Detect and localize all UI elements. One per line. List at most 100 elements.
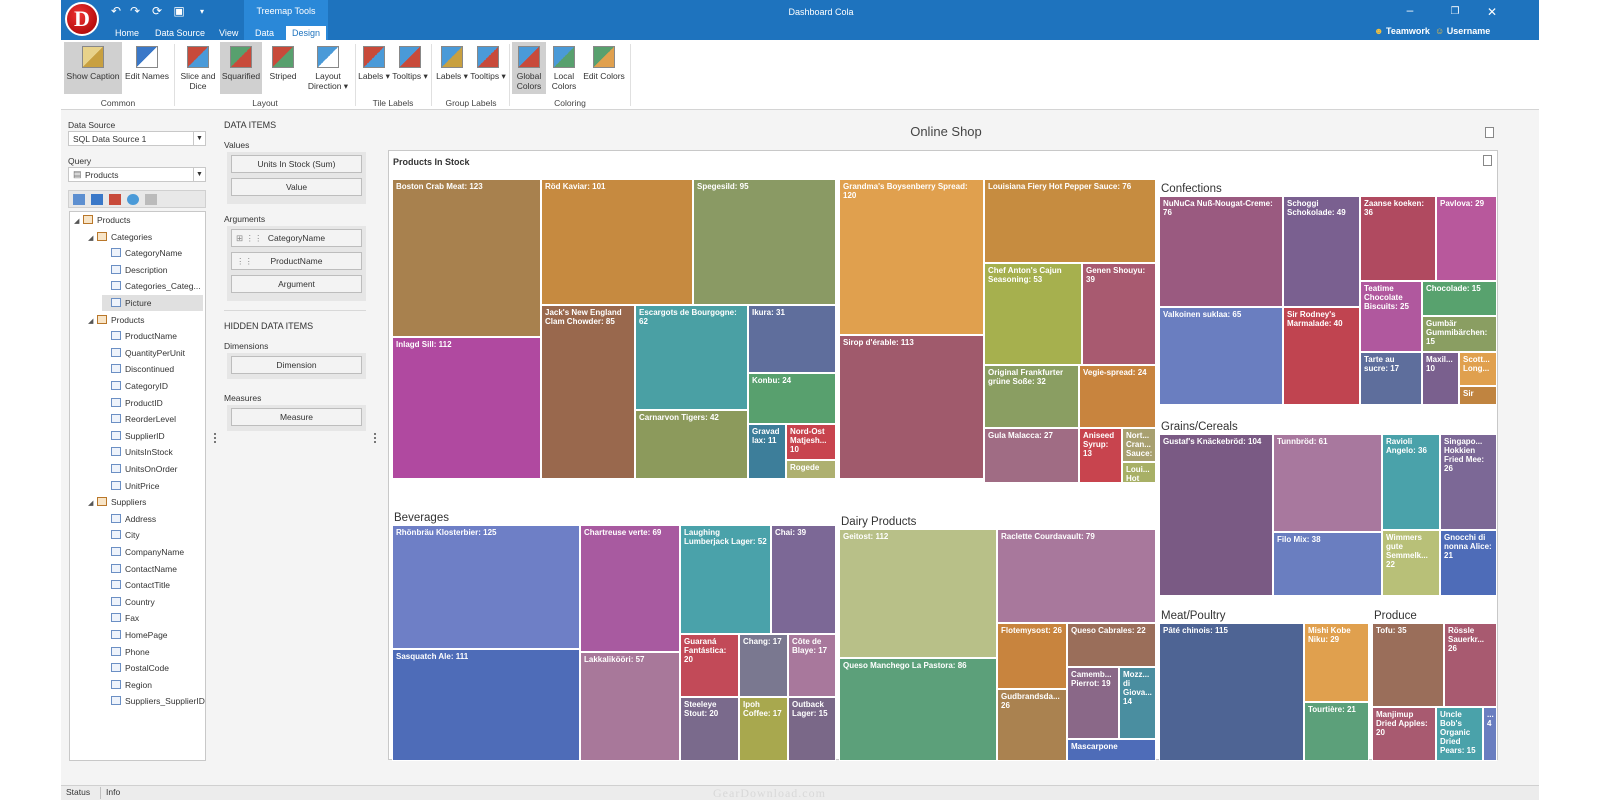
tree-item[interactable]: Region <box>102 677 203 693</box>
tree-item[interactable]: ◢ Categories <box>88 229 203 245</box>
tile-tooltips-button[interactable]: Tooltips ▾ <box>392 42 428 94</box>
export-icon[interactable] <box>1483 155 1492 166</box>
settings-icon[interactable] <box>145 194 157 205</box>
treemap-tile[interactable]: Raclette Courdavault: 79 <box>997 529 1156 623</box>
treemap-tile[interactable]: Rogede <box>786 460 836 479</box>
tree-item[interactable]: Description <box>102 262 203 278</box>
treemap-tile[interactable]: Sirop d'érable: 113 <box>839 335 984 479</box>
tree-item[interactable]: CategoryName <box>102 245 203 261</box>
treemap-tile[interactable]: Original Frankfurter grüne Soße: 32 <box>984 365 1079 428</box>
treemap-tile[interactable]: Mozz... di Giova... 14 <box>1119 667 1156 739</box>
edit-colors-button[interactable]: Edit Colors <box>582 42 626 94</box>
tree-item[interactable]: CategoryID <box>102 378 203 394</box>
tab-home[interactable]: Home <box>115 28 140 38</box>
treemap-tile[interactable]: Pâté chinois: 115 <box>1159 623 1304 761</box>
treemap-tile[interactable]: Carnarvon Tigers: 42 <box>635 410 748 479</box>
treemap-tile[interactable]: Boston Crab Meat: 123 <box>392 179 541 337</box>
tab-view[interactable]: View <box>219 28 239 38</box>
treemap-tile[interactable]: Guaraná Fantástica: 20 <box>680 634 739 697</box>
treemap-tile[interactable]: Tunnbröd: 61 <box>1273 434 1382 532</box>
expand-arrow-icon[interactable]: ◢ <box>88 500 94 508</box>
treemap-tile[interactable]: Chai: 39 <box>771 525 836 634</box>
tree-item[interactable]: ◢ Suppliers <box>88 494 203 510</box>
tree-item[interactable]: ProductName <box>102 328 203 344</box>
treemap-tile[interactable]: Nort... Cran... Sauce: <box>1122 428 1156 462</box>
show-caption-button[interactable]: Show Caption <box>64 42 122 94</box>
tree-item[interactable]: CompanyName <box>102 544 203 560</box>
tree-item[interactable]: SupplierID <box>102 428 203 444</box>
argument-placeholder[interactable]: Argument <box>231 275 362 293</box>
group-labels-button[interactable]: Labels ▾ <box>435 42 469 94</box>
panel-splitter[interactable] <box>374 433 376 443</box>
treemap-tile[interactable]: Teatime Chocolate Biscuits: 25 <box>1360 281 1422 352</box>
layout-direction-button[interactable]: Layout Direction ▾ <box>304 42 352 94</box>
treemap-tile[interactable]: Pavlova: 29 <box>1436 196 1497 281</box>
close-icon[interactable]: ✕ <box>1486 5 1498 19</box>
treemap-tile[interactable]: Gumbär Gummibärchen: 15 <box>1422 316 1497 352</box>
treemap-tile[interactable]: Genen Shouyu: 39 <box>1082 263 1156 365</box>
argument-item-productname[interactable]: ⋮⋮ ProductName <box>231 252 362 270</box>
treemap-tile[interactable]: Singapo... Hokkien Fried Mee: 26 <box>1440 434 1497 530</box>
treemap-tile[interactable]: Röd Kaviar: 101 <box>541 179 693 305</box>
tab-data-source[interactable]: Data Source <box>155 28 206 38</box>
treemap-tile[interactable]: Chef Anton's Cajun Seasoning: 53 <box>984 263 1082 365</box>
treemap-tile[interactable]: Queso Cabrales: 22 <box>1067 623 1156 667</box>
treemap-tile[interactable]: Jack's New England Clam Chowder: 85 <box>541 305 635 479</box>
tree-item[interactable]: UnitPrice <box>102 478 203 494</box>
username-button[interactable]: ☺ Username <box>1435 26 1491 36</box>
treemap-tile[interactable]: Vegie-spread: 24 <box>1079 365 1156 428</box>
export-icon[interactable] <box>1485 127 1494 138</box>
tree-item[interactable]: ◢ Products <box>88 312 203 328</box>
minimize-icon[interactable]: – <box>1406 3 1414 17</box>
treemap-tile[interactable]: Gnocchi di nonna Alice: 21 <box>1440 530 1497 596</box>
treemap-tile[interactable]: Steeleye Stout: 20 <box>680 697 739 761</box>
treemap-tile[interactable]: Chang: 17 <box>739 634 788 697</box>
treemap-tile[interactable]: Côte de Blaye: 17 <box>788 634 836 697</box>
refresh-icon[interactable]: ⟳ <box>151 4 163 18</box>
treemap-tile[interactable]: Gustaf's Knäckebröd: 104 <box>1159 434 1273 596</box>
argument-item-categoryname[interactable]: ⊞ ⋮⋮ CategoryName <box>231 229 362 247</box>
tree-item[interactable]: ProductID <box>102 395 203 411</box>
tree-item[interactable]: PostalCode <box>102 660 203 676</box>
tree-item[interactable]: UnitsInStock <box>102 444 203 460</box>
treemap-tile[interactable]: Nord-Ost Matjesh... 10 <box>786 424 836 460</box>
chevron-down-icon[interactable]: ▼ <box>193 168 205 181</box>
panel-splitter[interactable] <box>214 433 216 443</box>
tab-design[interactable]: Design <box>286 26 327 40</box>
treemap-tile[interactable]: Outback Lager: 15 <box>788 697 836 761</box>
refresh-fields-icon[interactable] <box>127 194 139 205</box>
tree-item[interactable]: ◢ Products <box>74 212 203 228</box>
status-tab[interactable]: Status <box>66 787 91 797</box>
treemap-tile[interactable]: Manjimup Dried Apples: 20 <box>1372 707 1436 761</box>
treemap-tile[interactable]: Spegesild: 95 <box>693 179 836 305</box>
chevron-down-icon[interactable]: ▼ <box>193 132 205 145</box>
treemap-tile[interactable]: Gravad lax: 11 <box>748 424 786 479</box>
treemap-tile[interactable]: Queso Manchego La Pastora: 86 <box>839 658 997 761</box>
measure-placeholder[interactable]: Measure <box>231 408 362 426</box>
treemap-tile[interactable]: Loui... Hot <box>1122 462 1156 483</box>
slice-dice-button[interactable]: Slice and Dice <box>177 42 219 94</box>
redo-icon[interactable]: ↷ <box>129 4 141 18</box>
treemap-tile[interactable]: Filo Mix: 38 <box>1273 532 1382 596</box>
teamwork-button[interactable]: ☻ Teamwork <box>1374 26 1430 36</box>
tree-item[interactable]: City <box>102 527 203 543</box>
expand-arrow-icon[interactable]: ◢ <box>88 234 94 242</box>
edit-names-button[interactable]: Edit Names <box>123 42 171 94</box>
treemap-tile[interactable]: Wimmers gute Semmelk... 22 <box>1382 530 1440 596</box>
treemap-tile[interactable]: Tourtière: 21 <box>1304 702 1369 761</box>
restore-icon[interactable]: ❐ <box>1450 6 1460 17</box>
tree-item[interactable]: Country <box>102 594 203 610</box>
treemap-tile[interactable]: Rössle Sauerkr... 26 <box>1444 623 1497 707</box>
treemap-tile[interactable]: Lakkalikööri: 57 <box>580 652 680 761</box>
treemap-tile[interactable]: Gudbrandsda... 26 <box>997 689 1067 761</box>
dimension-placeholder[interactable]: Dimension <box>231 356 362 374</box>
treemap-tile[interactable]: Geitost: 112 <box>839 529 997 658</box>
treemap-tile[interactable]: Sir <box>1459 386 1497 405</box>
value-item-units-in-stock[interactable]: Units In Stock (Sum) <box>231 155 362 173</box>
customize-qat-icon[interactable]: ▾ <box>199 7 204 16</box>
treemap-tile[interactable]: Mascarpone <box>1067 739 1156 761</box>
treemap-tile[interactable]: Louisiana Fiery Hot Pepper Sauce: 76 <box>984 179 1156 263</box>
tree-item[interactable]: ContactName <box>102 561 203 577</box>
treemap-tile[interactable]: Gula Malacca: 27 <box>984 428 1079 483</box>
query-combo[interactable]: ▤ Products ▼ <box>68 167 206 182</box>
